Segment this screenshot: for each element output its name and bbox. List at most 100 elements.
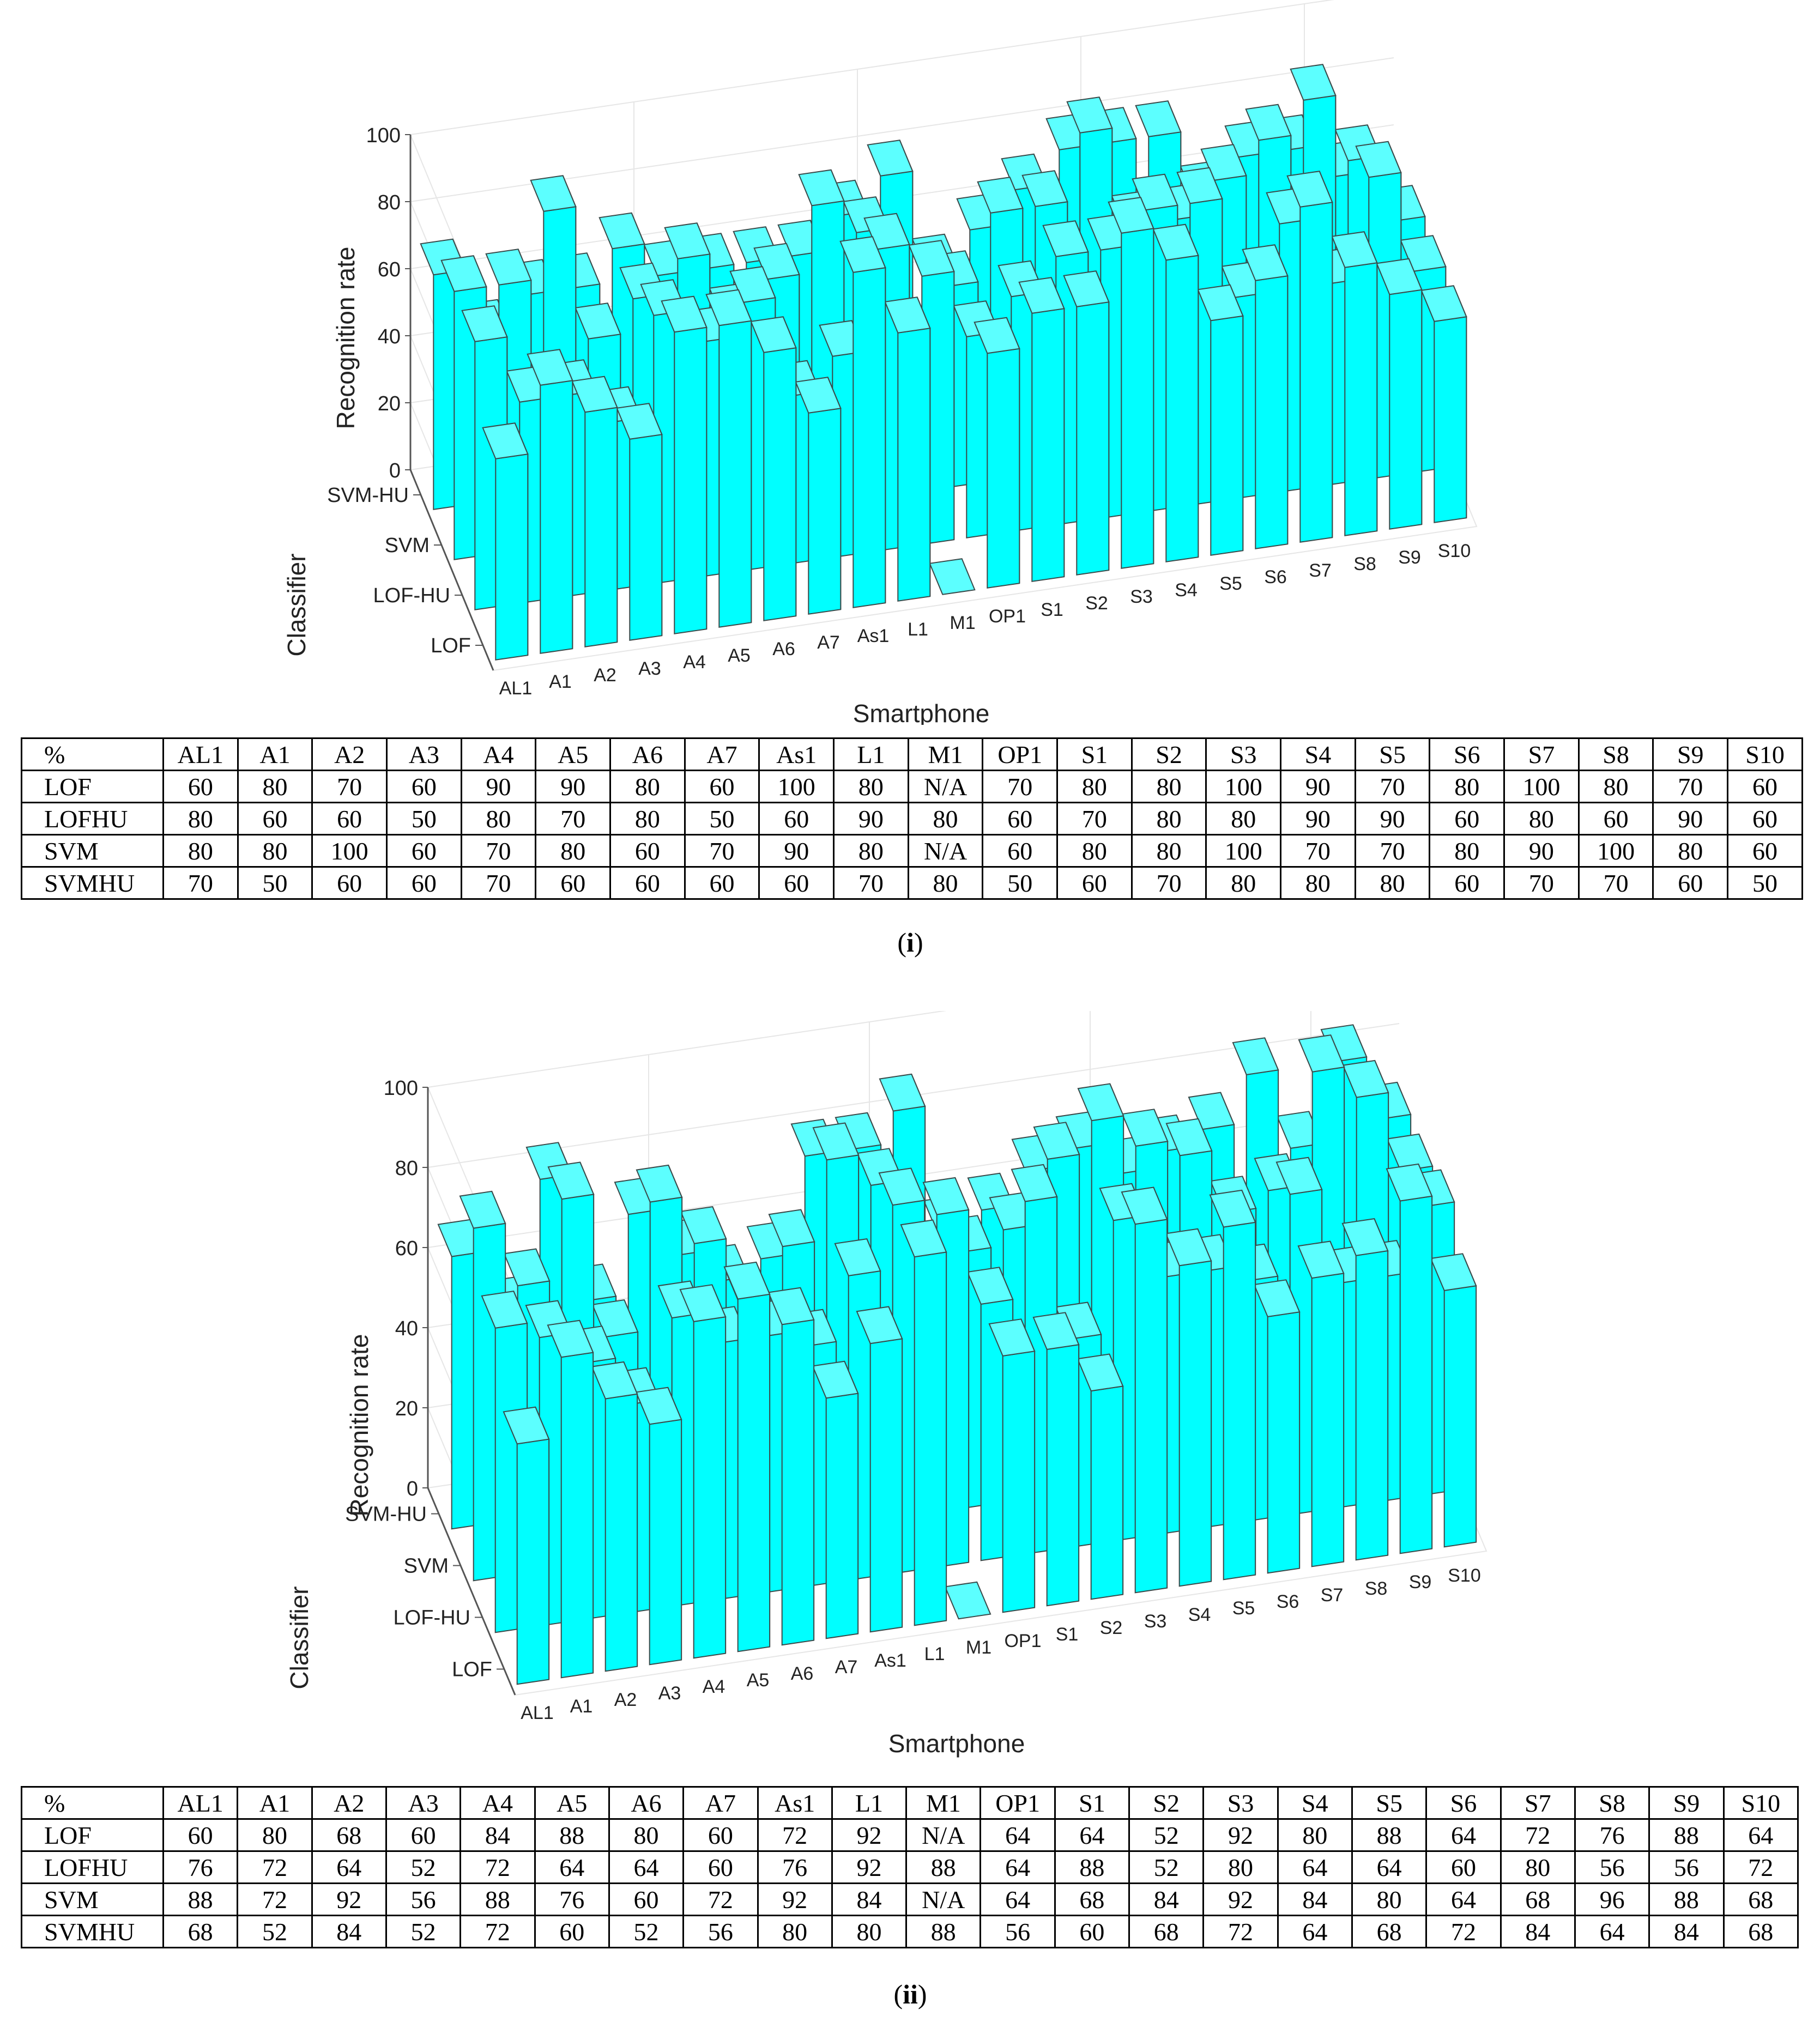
table-cell: 60 xyxy=(609,866,686,900)
category-label: A4 xyxy=(703,1676,725,1697)
z-tick-label: 40 xyxy=(378,325,401,348)
table-row: SVM 88 72 92 56 88 76 60 72 92 84 N/A 64 68 84 92 84 80 64… xyxy=(21,1882,1799,1916)
bar-top xyxy=(812,1360,859,1399)
table-row-header: LOF xyxy=(21,1818,164,1852)
classifier-axis-title: Classifier xyxy=(285,1586,313,1689)
table-cell: 80 xyxy=(608,1818,685,1852)
table-cell: 92 xyxy=(1202,1882,1279,1916)
table-cell: 70 xyxy=(1354,834,1431,868)
category-label: A2 xyxy=(614,1690,637,1710)
table-cell: 60 xyxy=(1652,866,1729,900)
table-header-cell: S10 xyxy=(1722,1786,1799,1820)
bar-top xyxy=(1386,1163,1433,1202)
bar-LOF-S1 xyxy=(1032,1312,1080,1607)
z-tick-label: 80 xyxy=(395,1157,418,1180)
table-header-cell: S5 xyxy=(1351,1786,1428,1820)
bar-top xyxy=(459,1190,506,1229)
table-header-cell: A2 xyxy=(311,1786,387,1820)
bar-top xyxy=(547,1161,595,1200)
bar-top xyxy=(767,1287,815,1325)
bar-LOF-S6 xyxy=(1242,244,1289,549)
table-header-cell: AL1 xyxy=(162,737,239,771)
table-cell: 70 xyxy=(1577,866,1654,900)
bar-front xyxy=(987,348,1020,589)
caption-close: ) xyxy=(917,1979,927,2009)
table-cell: 64 xyxy=(1722,1818,1799,1852)
bar-top xyxy=(1298,1034,1345,1073)
table-cell: 60 xyxy=(162,770,239,803)
bar-top xyxy=(616,403,663,440)
table-cell: 60 xyxy=(982,834,1059,868)
bar-front xyxy=(674,326,708,634)
caption-open: ( xyxy=(893,1979,903,2009)
bar-front xyxy=(1344,262,1378,536)
table-header-cell: S9 xyxy=(1648,1786,1725,1820)
table-cell: 50 xyxy=(684,802,760,836)
table-cell: 50 xyxy=(1727,866,1803,900)
table-header-cell: A4 xyxy=(459,1786,536,1820)
bar-top xyxy=(1420,285,1467,322)
bar-front xyxy=(1090,1385,1124,1600)
table-cell: 80 xyxy=(1130,770,1207,803)
table-cell: 68 xyxy=(1351,1915,1428,1948)
table-cell: 60 xyxy=(385,1818,462,1852)
table-row-header: SVM xyxy=(21,834,164,868)
table-cell: 88 xyxy=(1054,1850,1130,1884)
table-header-cell: S1 xyxy=(1056,737,1133,771)
bar-LOF-A3 xyxy=(635,1387,682,1666)
bar-top xyxy=(1245,104,1292,141)
bar-front xyxy=(1355,1250,1389,1561)
x-axis-title: Smartphone xyxy=(853,699,990,725)
category-label: S5 xyxy=(1219,573,1242,594)
caption-label: i xyxy=(906,927,914,958)
table-cell: 88 xyxy=(1351,1818,1428,1852)
table-header-cell: A3 xyxy=(385,1786,462,1820)
gridline-back xyxy=(410,57,1394,202)
bar-top xyxy=(1135,100,1182,137)
table-row-header: LOFHU xyxy=(21,1850,164,1884)
bar-front xyxy=(1389,289,1423,530)
bar-top xyxy=(1108,197,1154,234)
bar-front xyxy=(649,1419,682,1666)
table-cell: 80 xyxy=(907,802,984,836)
classifier-label: LOF xyxy=(452,1658,492,1681)
table-cell: 100 xyxy=(1577,834,1654,868)
bar-top xyxy=(1042,220,1089,257)
table-cell: 88 xyxy=(905,1915,982,1948)
bar-LOF-A1 xyxy=(527,349,573,654)
bar-top xyxy=(753,243,800,280)
bar-LOF-A2 xyxy=(571,376,618,647)
table-cell: 60 xyxy=(386,834,462,868)
z-tick-label: 100 xyxy=(366,124,401,147)
table-cell: 76 xyxy=(162,1850,239,1884)
bar-top xyxy=(908,240,955,277)
bar-front xyxy=(1046,1344,1080,1607)
table-cell: 56 xyxy=(385,1882,462,1916)
bar-front xyxy=(584,407,618,647)
table-cell: 60 xyxy=(609,834,686,868)
category-label: S2 xyxy=(1100,1618,1123,1638)
table-cell: 70 xyxy=(982,770,1059,803)
table-cell: 64 xyxy=(1351,1850,1428,1884)
table-row: LOFHU 76 72 64 52 72 64 64 60 76 92 88 64 88 52 80 64 64 6… xyxy=(21,1850,1799,1884)
bar-top xyxy=(1033,1122,1080,1160)
bar-LOF-A7 xyxy=(795,377,842,615)
table-row-header: SVMHU xyxy=(21,866,164,900)
bar-top xyxy=(636,1164,683,1203)
bar-top xyxy=(1077,1083,1124,1122)
bar-LOF-As1 xyxy=(856,1306,903,1633)
z-tick-labels: 0 20 40 60 80 100 xyxy=(366,124,410,482)
classifier-labels: LOF LOF-HU SVM SVM-HU xyxy=(345,1503,504,1681)
category-label: A7 xyxy=(835,1657,858,1678)
z-axis-title: Recognition rate xyxy=(331,247,360,429)
table-cell: 56 xyxy=(682,1915,759,1948)
bar-LOF-A1 xyxy=(547,1319,594,1679)
table-cell: 72 xyxy=(682,1882,759,1916)
bar-LOF-A3 xyxy=(616,403,663,641)
bar-top xyxy=(900,1219,947,1258)
table-cell: 64 xyxy=(1277,1915,1353,1948)
table-cell: 70 xyxy=(1280,834,1356,868)
table-header-cell: S5 xyxy=(1354,737,1431,771)
bar-front xyxy=(1299,202,1333,543)
table-cell: 56 xyxy=(1648,1850,1725,1884)
